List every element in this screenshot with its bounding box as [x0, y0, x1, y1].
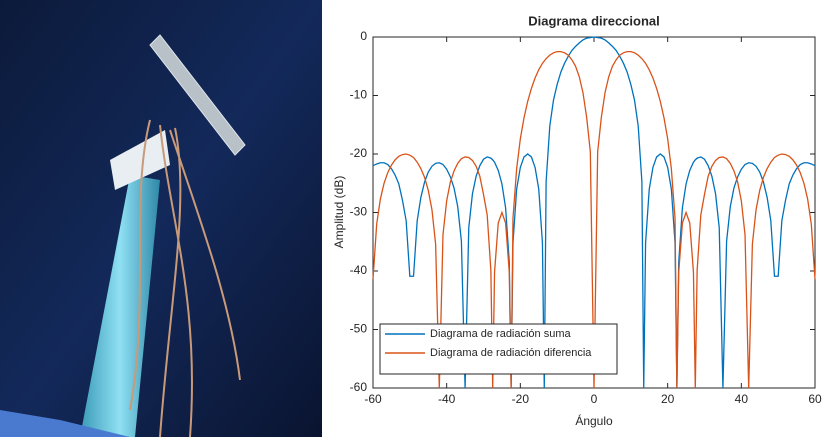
x-axis-label: Ángulo: [575, 413, 613, 428]
x-tick-label: 60: [808, 392, 822, 406]
x-tick-label: -20: [512, 392, 530, 406]
series-line: [372, 50, 816, 389]
legend-label: Diagrama de radiación diferencia: [430, 347, 592, 359]
x-tick-label: 20: [661, 392, 675, 406]
antenna-array: [149, 34, 246, 156]
photo: [0, 0, 322, 437]
x-tick-label: 40: [735, 392, 749, 406]
y-axis-label: Amplitud (dB): [332, 176, 346, 249]
series-line: [372, 36, 816, 389]
chart-title: Diagrama direccional: [528, 13, 660, 28]
y-tick-label: -30: [350, 205, 368, 219]
x-tick-label: -40: [438, 392, 456, 406]
absorbers: [0, 410, 130, 437]
legend-label: Diagrama de radiación suma: [430, 328, 572, 340]
x-tick-label: -60: [364, 392, 382, 406]
y-tick-label: 0: [360, 29, 367, 43]
y-tick-label: -50: [350, 322, 368, 336]
chamber-background: [0, 0, 322, 437]
y-tick-label: -20: [350, 146, 368, 160]
mount: [110, 130, 170, 190]
cables: [129, 119, 241, 437]
y-tick-label: -10: [350, 88, 368, 102]
x-tick-label: 0: [591, 392, 598, 406]
y-tick-label: -40: [350, 263, 368, 277]
legend-box: [379, 323, 618, 375]
y-tick-label: -60: [350, 380, 368, 394]
